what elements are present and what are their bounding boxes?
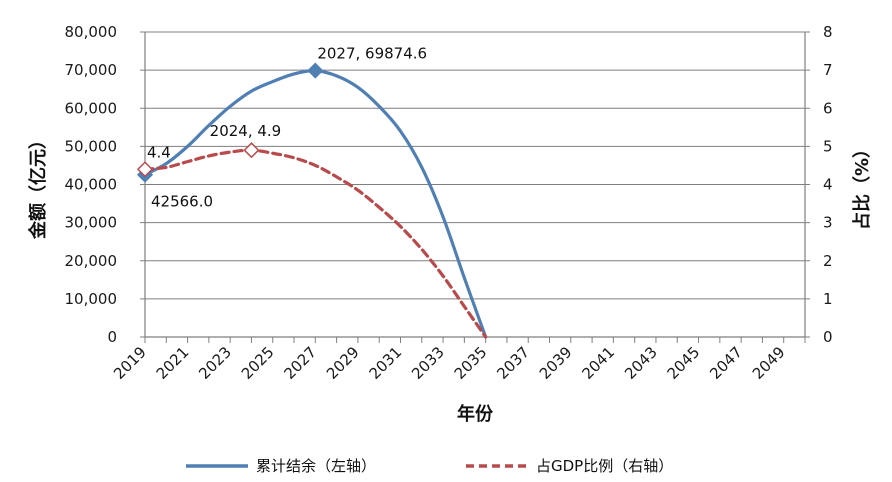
x-tick-label: 2031 [366,343,406,383]
y-left-tick-label: 80,000 [65,23,118,41]
y-right-tick-label: 2 [823,252,833,270]
x-tick-label: 2041 [578,343,618,383]
y-right-tick-label: 7 [823,61,833,79]
y-left-tick-label: 60,000 [65,99,118,117]
y-right-tick-label: 5 [823,137,833,155]
y-left-tick-label: 0 [107,328,117,346]
data-annotation: 2027, 69874.6 [317,45,427,63]
y-left-tick-label: 20,000 [65,252,118,270]
y-left-tick-label: 10,000 [65,290,118,308]
y-right-tick-label: 1 [823,290,833,308]
x-tick-label: 2045 [664,343,704,383]
y-left-tick-label: 70,000 [65,61,118,79]
legend: 累计结余（左轴） 占GDP比例（右轴） [186,457,673,475]
y-right-tick-label: 8 [823,23,833,41]
x-tick-label: 2027 [280,343,320,383]
x-tick-label: 2037 [493,343,533,383]
y-right-tick-label: 6 [823,99,833,117]
legend-label-series-2: 占GDP比例（右轴） [536,457,673,475]
series-line-gdp-ratio [143,148,488,339]
y-left-tick-label: 40,000 [65,176,118,194]
x-tick-label: 2035 [451,343,491,383]
x-tick-label: 2019 [110,343,150,383]
x-tick-label: 2023 [195,343,235,383]
x-tick-label: 2021 [153,343,193,383]
legend-label-series-1: 累计结余（左轴） [256,457,376,475]
x-axis-title: 年份 [457,403,494,425]
x-tick-label: 2049 [749,343,789,383]
annotations: 2027, 69874.6 2024, 4.9 4.4 42566.0 [147,45,427,211]
y-right-tick-label: 0 [823,328,833,346]
data-marker [243,142,260,159]
y-axis-right-title: 占比（%） [851,140,873,230]
data-annotation: 4.4 [147,143,171,161]
x-tick-label: 2043 [621,343,661,383]
y-left-tick-label: 50,000 [65,137,118,155]
y-axis-left-title: 金额（亿元） [27,131,49,240]
data-marker [136,161,154,178]
x-tick-label: 2025 [238,343,278,383]
x-tick-label: 2047 [706,343,746,383]
y-left-tick-label: 30,000 [65,214,118,232]
axes [140,31,810,343]
x-tick-label: 2033 [408,343,448,383]
y-right-tick-label: 3 [823,214,833,232]
data-marker [307,62,324,79]
grid-lines [145,31,805,338]
data-annotation: 42566.0 [151,193,213,211]
x-tick-label: 2039 [536,343,576,383]
x-tick-label: 2029 [323,343,363,383]
data-markers [136,62,324,183]
y-right-tick-label: 4 [823,176,833,194]
data-annotation: 2024, 4.9 [210,122,282,140]
